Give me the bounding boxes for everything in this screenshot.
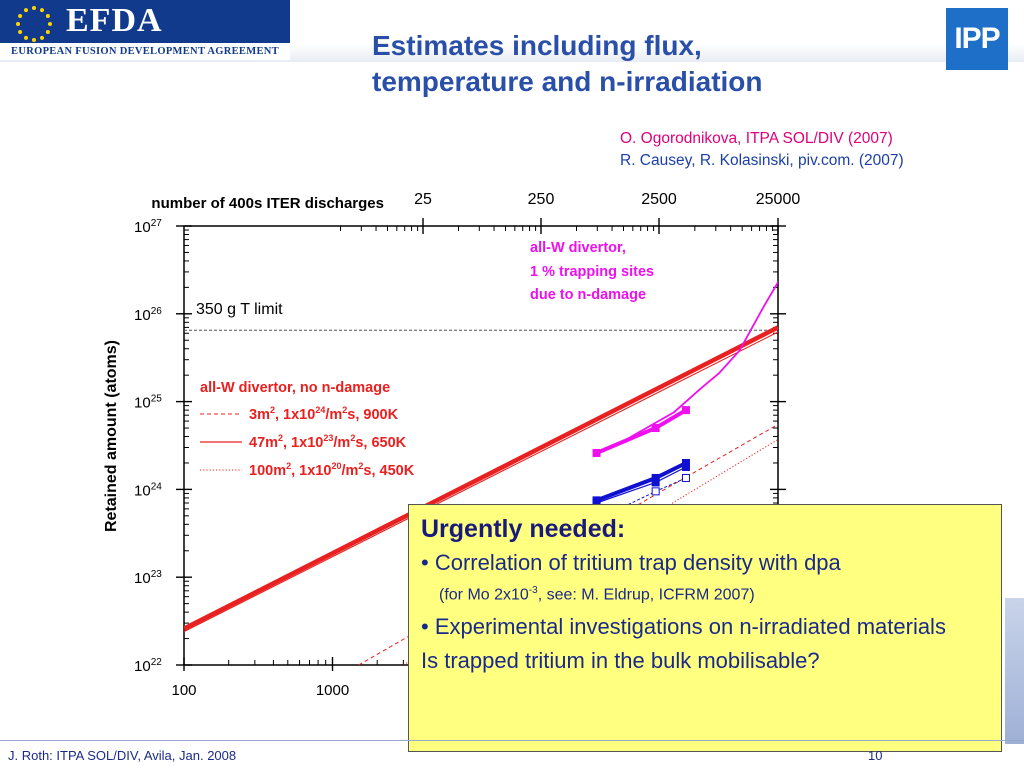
y-tick-label: 1027 <box>134 218 162 236</box>
x-tick-label: 100 <box>171 682 196 699</box>
efda-logo-subtitle: EUROPEAN FUSION DEVELOPMENT AGREEMENT <box>0 43 290 60</box>
data-point-blue-dashed <box>681 473 690 482</box>
eu-stars-icon <box>16 6 52 42</box>
slide-title: Estimates including flux, temperature an… <box>372 28 932 100</box>
data-point-blue-thin <box>651 478 660 487</box>
y-tick-label: 1023 <box>134 569 162 587</box>
legend-entry-solid: 47m2, 1x1023/m2s, 650K <box>249 433 407 451</box>
series-line-thick-red <box>184 325 778 631</box>
efda-logo-name: EFDA <box>66 2 163 39</box>
data-point-magenta-markers <box>681 406 690 415</box>
footer-author: J. Roth: ITPA SOL/DIV, Avila, Jan. 2008 <box>8 748 237 763</box>
reference-2: R. Causey, R. Kolasinski, piv.com. (2007… <box>620 152 904 169</box>
callout-item-2: • Experimental investigations on n-irrad… <box>421 614 946 640</box>
legend-entry-dashed: 3m2, 1x1024/m2s, 900K <box>249 405 399 423</box>
callout-title: Urgently needed: <box>421 515 626 543</box>
data-point-blue-dashed <box>651 487 660 496</box>
slide-title-line1: Estimates including flux, <box>372 30 702 61</box>
nodamage-legend-title: all-W divertor, no n-damage <box>200 380 390 396</box>
ipp-logo: IPP <box>946 8 1008 70</box>
top-axis-label: number of 400s ITER discharges <box>151 195 384 212</box>
top-tick-label: 25 <box>414 191 432 208</box>
page-number: 10 <box>868 748 883 763</box>
footer-rule <box>0 740 1024 741</box>
data-point-magenta-markers <box>651 424 660 433</box>
ndamage-annotation: all-W divertor, 1 % trapping sites due t… <box>530 240 654 303</box>
efda-logo: EFDA EUROPEAN FUSION DEVELOPMENT AGREEME… <box>0 0 290 60</box>
ndamage-line-3: due to n-damage <box>530 287 646 303</box>
reference-1: O. Ogorodnikova, ITPA SOL/DIV (2007) <box>620 130 893 147</box>
slide-title-line2: temperature and n-irradiation <box>372 66 763 97</box>
urgently-needed-callout: Urgently needed: • Correlation of tritiu… <box>408 504 1002 752</box>
ndamage-line-1: all-W divertor, <box>530 240 626 256</box>
y-tick-label: 1022 <box>134 657 162 675</box>
top-tick-label: 250 <box>528 191 555 208</box>
data-point-magenta-markers <box>592 448 601 457</box>
y-tick-label: 1026 <box>134 306 162 324</box>
callout-item-3: Is trapped tritium in the bulk mobilisab… <box>421 648 820 674</box>
series-line-thin-red <box>184 331 778 633</box>
callout-item-1: • Correlation of tritium trap density wi… <box>421 550 841 575</box>
series-line-blue-thick <box>595 461 687 503</box>
x-tick-label: 1000 <box>316 682 349 699</box>
references: O. Ogorodnikova, ITPA SOL/DIV (2007) R. … <box>620 128 904 172</box>
y-tick-label: 1024 <box>134 481 162 499</box>
ndamage-line-2: 1 % trapping sites <box>530 264 654 280</box>
y-axis-label: Retained amount (atoms) <box>103 340 120 532</box>
data-point-blue-thin <box>681 462 690 471</box>
y-tick-label: 1025 <box>134 394 162 412</box>
top-tick-label: 2500 <box>641 191 677 208</box>
decorative-strip <box>1005 598 1024 744</box>
nodamage-legend: all-W divertor, no n-damage 3m2, 1x1024/… <box>200 380 415 479</box>
top-tick-label: 25000 <box>756 191 801 208</box>
callout-subnote: (for Mo 2x10-3, see: M. Eldrup, ICFRM 20… <box>439 585 755 604</box>
legend-entry-dotted: 100m2, 1x1020/m2s, 450K <box>249 461 415 479</box>
limit-line-label: 350 g T limit <box>196 301 283 318</box>
